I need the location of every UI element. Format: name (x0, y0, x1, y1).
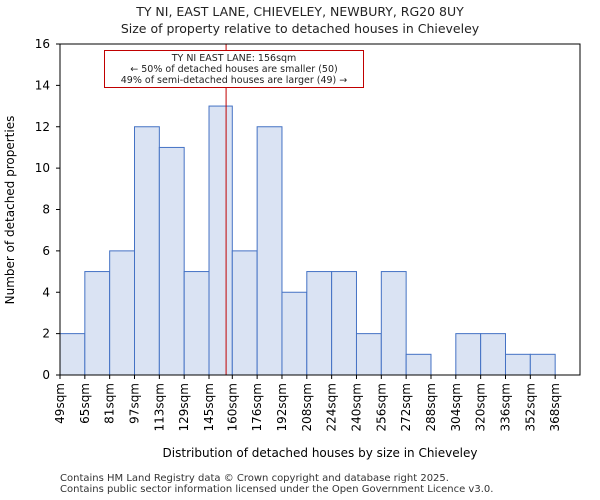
histogram-bar (455, 333, 482, 376)
histogram-bar (208, 105, 233, 376)
y-tick-label: 0 (42, 368, 50, 382)
x-tick-label: 320sqm (474, 383, 488, 431)
x-tick-label: 240sqm (349, 383, 363, 431)
annotation-box: TY NI EAST LANE: 156sqm ← 50% of detache… (104, 50, 364, 88)
annotation-line3: 49% of semi-detached houses are larger (… (120, 75, 348, 86)
y-tick-label: 6 (42, 244, 50, 258)
x-tick-label: 208sqm (300, 383, 314, 431)
y-tick-label: 12 (35, 120, 50, 134)
histogram-bar (84, 271, 111, 376)
x-tick-label: 129sqm (177, 383, 191, 431)
histogram-bar (331, 271, 357, 376)
histogram-bar (183, 271, 210, 376)
histogram-bar (256, 126, 283, 376)
chart-title-line2: Size of property relative to detached ho… (120, 21, 480, 36)
histogram-bar (306, 271, 333, 376)
histogram-bar (405, 353, 432, 376)
x-tick-label: 288sqm (424, 383, 438, 431)
chart-title-line1: TY NI, EAST LANE, CHIEVELEY, NEWBURY, RG… (136, 4, 464, 19)
x-tick-label: 336sqm (498, 383, 512, 431)
y-tick-label: 16 (35, 37, 50, 51)
x-tick-label: 256sqm (374, 383, 388, 431)
histogram-bar (281, 291, 308, 376)
annotation-line2: ← 50% of detached houses are smaller (50… (130, 64, 338, 75)
histogram-bar (59, 333, 86, 376)
x-axis-label: Distribution of detached houses by size … (163, 446, 478, 460)
x-tick-label: 304sqm (449, 383, 463, 431)
histogram-bar (134, 126, 160, 376)
y-tick-label: 2 (42, 327, 50, 341)
histogram-bar (109, 250, 136, 376)
x-tick-label: 352sqm (523, 383, 537, 431)
x-tick-label: 113sqm (152, 383, 166, 431)
x-tick-label: 368sqm (548, 383, 562, 431)
x-tick-label: 176sqm (250, 383, 264, 431)
histogram-bar (380, 271, 407, 376)
y-tick-label: 14 (35, 78, 50, 92)
x-tick-label: 192sqm (275, 383, 289, 431)
histogram-bar (504, 353, 531, 376)
x-tick-label: 97sqm (128, 383, 142, 424)
histogram-bar (529, 353, 556, 376)
histogram-bar (158, 146, 185, 376)
y-tick-label: 10 (35, 161, 50, 175)
x-tick-label: 160sqm (225, 383, 239, 431)
x-tick-label: 81sqm (103, 383, 117, 424)
x-tick-label: 224sqm (325, 383, 339, 431)
annotation-line1: TY NI EAST LANE: 156sqm (171, 53, 297, 64)
y-axis-label: Number of detached properties (3, 116, 17, 305)
x-tick-label: 145sqm (202, 383, 216, 431)
x-tick-label: 49sqm (53, 383, 67, 424)
footer-line1: Contains HM Land Registry data © Crown c… (60, 473, 449, 484)
histogram-bar (231, 250, 258, 376)
x-tick-label: 272sqm (399, 383, 413, 431)
x-tick-label: 65sqm (78, 383, 92, 424)
histogram-bar (480, 333, 506, 376)
y-tick-label: 4 (42, 285, 50, 299)
footer-line2: Contains public sector information licen… (60, 484, 494, 495)
y-tick-label: 8 (42, 203, 50, 217)
histogram-bar (355, 333, 382, 376)
